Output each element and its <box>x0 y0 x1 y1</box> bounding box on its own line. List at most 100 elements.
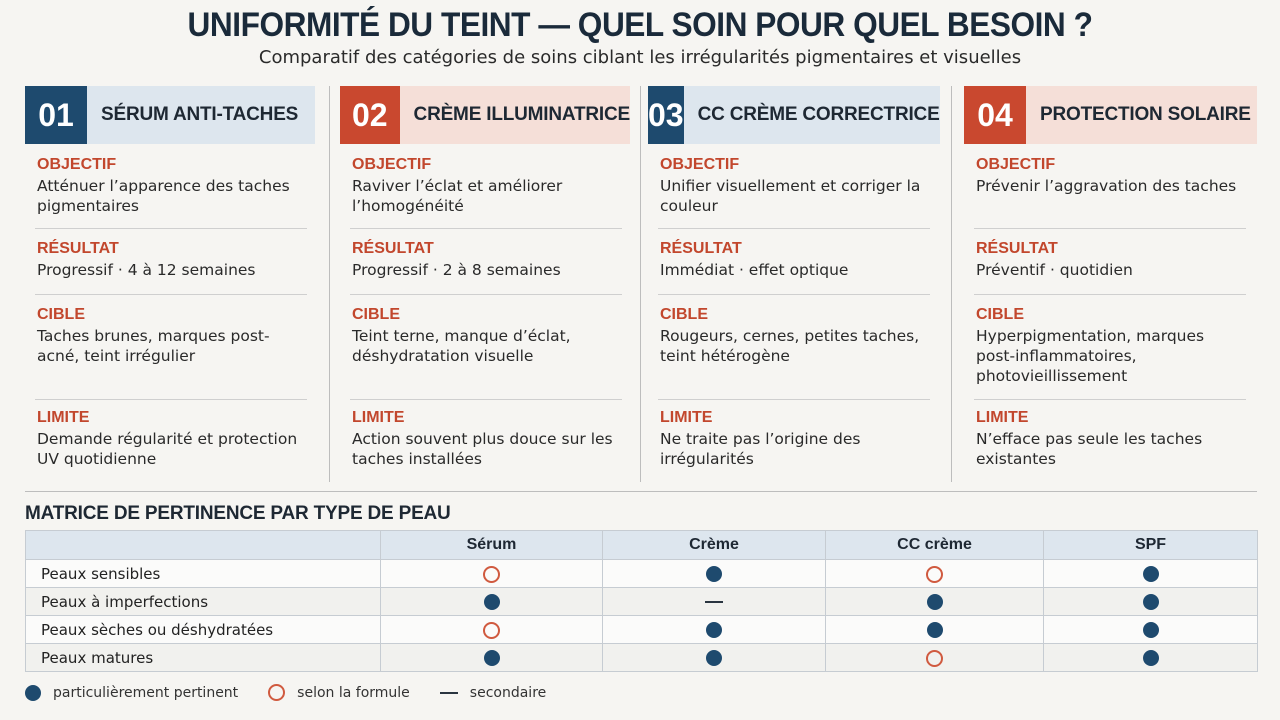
section-label: RÉSULTAT <box>660 240 742 257</box>
ring-dot-icon <box>926 649 943 667</box>
section-label: OBJECTIF <box>352 156 432 173</box>
matrix-cell <box>380 643 603 672</box>
section-text: Ne traite pas l’origine des irrégularité… <box>660 430 861 468</box>
divider <box>350 228 622 229</box>
matrix-header-row: Sérum Crème CC crème SPF <box>25 530 1258 560</box>
divider <box>35 399 307 400</box>
matrix-cell <box>1043 643 1258 672</box>
filled-dot-icon <box>1142 622 1159 638</box>
matrix-cell <box>380 615 603 644</box>
ring-dot-icon <box>268 684 286 701</box>
divider <box>658 399 930 400</box>
card-number: 03 <box>648 86 684 144</box>
divider <box>658 228 930 229</box>
section-text: N’efface pas seule les taches existantes <box>976 430 1203 468</box>
section-label: CIBLE <box>352 306 400 323</box>
filled-dot-icon <box>1142 594 1159 610</box>
section-objectif: OBJECTIF Raviver l’éclat et améliorer l’… <box>352 156 624 216</box>
section-resultat: RÉSULTAT Préventif · quotidien <box>976 240 1248 280</box>
section-label: CIBLE <box>976 306 1024 323</box>
matrix-cell <box>1043 587 1258 616</box>
section-cible: CIBLE Teint terne, manque d’éclat, déshy… <box>352 306 624 366</box>
section-text: Demande régularité et protection UV quot… <box>37 430 298 468</box>
matrix-cell <box>1043 615 1258 644</box>
matrix-cell <box>825 559 1044 588</box>
matrix-cell <box>602 643 826 672</box>
card-name: CC CRÈME CORRECTRICE <box>683 86 940 144</box>
matrix-cell <box>380 559 603 588</box>
matrix-title: MATRICE DE PERTINENCE PAR TYPE DE PEAU <box>25 503 451 524</box>
section-label: RÉSULTAT <box>37 240 119 257</box>
section-resultat: RÉSULTAT Progressif · 2 à 8 semaines <box>352 240 624 280</box>
card-serum: 01 SÉRUM ANTI-TACHES OBJECTIF Atténuer l… <box>25 86 315 482</box>
page-subtitle: Comparatif des catégories de soins cibla… <box>258 47 1022 68</box>
matrix-row: Peaux matures <box>25 643 1258 672</box>
filled-dot-icon <box>25 684 41 701</box>
section-label: RÉSULTAT <box>976 240 1058 257</box>
matrix-cell <box>602 559 826 588</box>
column-divider <box>329 86 330 482</box>
card-header: 02 CRÈME ILLUMINATRICE <box>340 86 630 144</box>
section-limite: LIMITE Action souvent plus douce sur les… <box>352 409 624 469</box>
section-text: Hyperpigmentation, marques post-inflamma… <box>976 327 1205 385</box>
ring-dot-icon <box>483 621 500 639</box>
matrix-row-label: Peaux sensibles <box>25 559 381 588</box>
section-text: Immédiat · effet optique <box>660 261 849 279</box>
section-text: Atténuer l’apparence des taches pigmenta… <box>37 177 290 215</box>
matrix-cell <box>1043 559 1258 588</box>
card-name: CRÈME ILLUMINATRICE <box>399 86 630 144</box>
section-label: LIMITE <box>37 409 90 426</box>
section-objectif: OBJECTIF Prévenir l’aggravation des tach… <box>976 156 1248 196</box>
section-text: Action souvent plus douce sur les taches… <box>352 430 613 468</box>
card-name: PROTECTION SOLAIRE <box>1026 86 1257 144</box>
divider <box>35 228 307 229</box>
section-text: Prévenir l’aggravation des taches <box>976 177 1237 195</box>
card-header: 01 SÉRUM ANTI-TACHES <box>25 86 315 144</box>
matrix-header-serum: Sérum <box>380 530 603 560</box>
section-label: RÉSULTAT <box>352 240 434 257</box>
card-spf: 04 PROTECTION SOLAIRE OBJECTIF Prévenir … <box>964 86 1257 482</box>
column-divider <box>640 86 641 482</box>
matrix-cell <box>825 587 1044 616</box>
legend: particulièrement pertinent selon la form… <box>25 684 576 701</box>
legend-item-formula: selon la formule <box>268 684 410 701</box>
section-objectif: OBJECTIF Unifier visuellement et corrige… <box>660 156 932 216</box>
section-text: Progressif · 4 à 12 semaines <box>37 261 256 279</box>
legend-item-secondary: secondaire <box>439 684 547 701</box>
section-text: Unifier visuellement et corriger la coul… <box>660 177 921 215</box>
section-resultat: RÉSULTAT Progressif · 4 à 12 semaines <box>37 240 309 280</box>
divider <box>658 294 930 295</box>
card-creme: 02 CRÈME ILLUMINATRICE OBJECTIF Raviver … <box>340 86 630 482</box>
matrix-row: Peaux à imperfections <box>25 587 1258 616</box>
section-label: OBJECTIF <box>976 156 1056 173</box>
matrix-cell <box>825 615 1044 644</box>
card-number: 04 <box>964 86 1026 144</box>
section-cible: CIBLE Taches brunes, marques post-acné, … <box>37 306 309 366</box>
matrix-header-spf: SPF <box>1043 530 1258 560</box>
filled-dot-icon <box>1142 650 1159 666</box>
filled-dot-icon <box>483 650 500 666</box>
section-text: Raviver l’éclat et améliorer l’homogénéi… <box>352 177 563 215</box>
section-cible: CIBLE Rougeurs, cernes, petites taches, … <box>660 306 932 366</box>
card-header: 03 CC CRÈME CORRECTRICE <box>648 86 940 144</box>
filled-dot-icon <box>706 650 722 666</box>
section-text: Progressif · 2 à 8 semaines <box>352 261 561 279</box>
matrix-row-label: Peaux à imperfections <box>25 587 381 616</box>
matrix-row-label: Peaux matures <box>25 643 381 672</box>
matrix-row: Peaux sensibles <box>25 559 1258 588</box>
matrix-cell <box>602 615 826 644</box>
section-text: Taches brunes, marques post-acné, teint … <box>37 327 270 365</box>
page-title: UNIFORMITÉ DU TEINT — QUEL SOIN POUR QUE… <box>187 6 1093 44</box>
divider <box>350 399 622 400</box>
section-objectif: OBJECTIF Atténuer l’apparence des taches… <box>37 156 309 216</box>
card-name: SÉRUM ANTI-TACHES <box>87 86 315 144</box>
card-number: 02 <box>340 86 400 144</box>
card-cc-creme: 03 CC CRÈME CORRECTRICE OBJECTIF Unifier… <box>648 86 940 482</box>
matrix-row-label: Peaux sèches ou déshydratées <box>25 615 381 644</box>
divider <box>974 294 1246 295</box>
section-label: CIBLE <box>37 306 85 323</box>
section-cible: CIBLE Hyperpigmentation, marques post-in… <box>976 306 1248 386</box>
relevance-matrix: Sérum Crème CC crème SPF Peaux sensibles… <box>25 530 1258 672</box>
legend-label: secondaire <box>469 684 547 701</box>
section-divider <box>25 491 1257 492</box>
